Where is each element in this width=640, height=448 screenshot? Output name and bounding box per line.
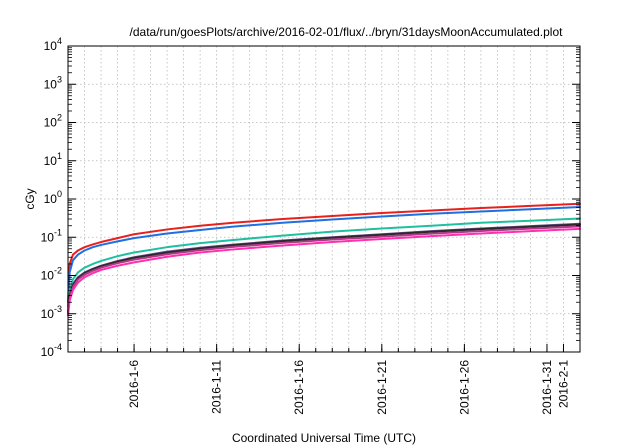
y-tick-exponent: 4 — [57, 36, 62, 46]
series-line-2 — [67, 205, 581, 309]
x-tick-label: 2016-1-31 — [540, 360, 554, 415]
chart-title: /data/run/goesPlots/archive/2016-02-01/f… — [130, 25, 564, 39]
series-line-7 — [67, 227, 581, 317]
y-tick-label: 101 — [44, 151, 62, 168]
y-tick-label: 103 — [44, 74, 62, 91]
y-tick-exponent: 1 — [57, 151, 62, 161]
x-axis-label: Coordinated Universal Time (UTC) — [232, 431, 416, 445]
x-tick-label: 2016-1-11 — [210, 360, 224, 414]
y-tick-label: 10-1 — [41, 227, 62, 244]
y-tick-label: 102 — [44, 113, 62, 130]
x-tick-labels: 2016-1-6 2016-1-11 2016-1-16 2016-1-21 2016-… — [127, 360, 570, 415]
series-line-6 — [67, 225, 581, 315]
y-tick-exponent: -4 — [54, 342, 62, 352]
y-tick-exponent: -2 — [54, 266, 62, 276]
x-tick-label: 2016-1-21 — [375, 360, 389, 415]
x-tick-label: 2016-1-16 — [292, 360, 306, 415]
series-line-3 — [67, 217, 581, 312]
y-tick-exponent: -1 — [54, 227, 62, 237]
x-tick-label: 2016-1-6 — [127, 360, 141, 408]
y-tick-exponent: 2 — [57, 113, 62, 123]
series-line-1 — [67, 202, 581, 304]
y-tick-exponent: 0 — [57, 189, 62, 199]
y-tick-label: 10-2 — [41, 266, 62, 283]
y-tick-exponent: -3 — [54, 304, 62, 314]
grid — [67, 45, 581, 353]
x-tick-label: 2016-1-26 — [457, 360, 471, 415]
x-tick-label: 2016-2-1 — [556, 360, 570, 408]
y-axis-label: cGy — [23, 188, 37, 209]
y-tick-label: 10-4 — [41, 342, 62, 359]
series-layer — [67, 202, 581, 317]
y-tick-label: 100 — [44, 189, 62, 206]
series-line-5 — [67, 223, 581, 315]
y-tick-label: 10-3 — [41, 304, 62, 321]
y-tick-exponent: 3 — [57, 74, 62, 84]
plot-frame — [67, 45, 581, 353]
y-tick-label: 104 — [44, 36, 62, 53]
